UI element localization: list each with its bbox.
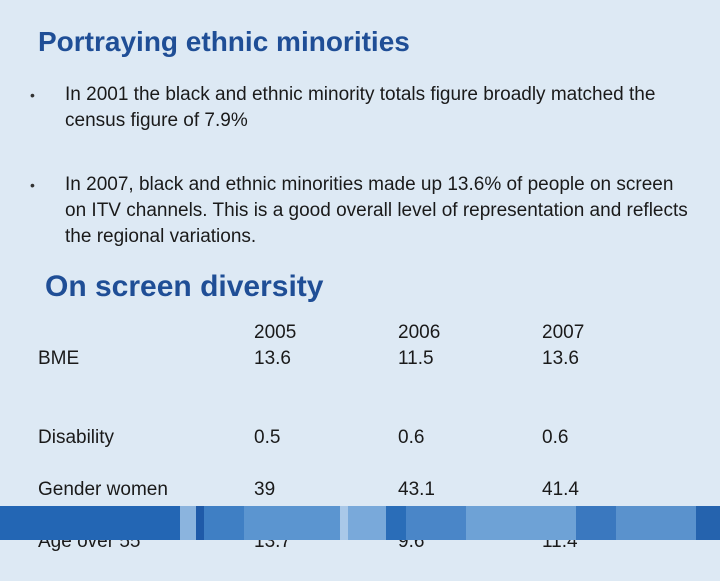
footer-stripe [0,506,180,540]
bullet-marker: • [30,177,35,193]
column-2006-top: 2006 11.5 [398,320,440,372]
footer-stripe [576,506,616,540]
footer-stripe [244,506,340,540]
cell-value: 0.5 [254,427,281,448]
bullet-marker: • [30,87,35,103]
row-labels-group: Disability Gender women Age over 55 [38,399,168,581]
row-label-bme: BME [38,346,79,372]
footer-stripe [696,506,720,540]
column-2007-group: 0.6 41.4 11.4 [542,399,579,581]
footer-stripe [616,506,696,540]
header-year: 2006 [398,322,441,343]
slide: Portraying ethnic minorities • In 2001 t… [0,26,720,552]
column-2005-top: 2005 13.6 [254,320,296,372]
bullet-text: In 2007, black and ethnic minorities mad… [65,174,688,247]
cell-value: 11.5 [398,348,434,369]
footer-stripe [386,506,406,540]
bullet-item: • In 2001 the black and ethnic minority … [30,82,690,134]
column-2007-top: 2007 13.6 [542,320,584,372]
section-subtitle: On screen diversity [45,270,324,303]
label-line: Gender women [38,479,168,500]
cell-value: 13.6 [254,348,291,369]
header-year: 2007 [542,322,585,343]
footer-stripe [466,506,576,540]
footer-stripe [406,506,466,540]
bullet-list: • In 2001 the black and ethnic minority … [30,82,690,250]
footer-stripe [180,506,196,540]
bullet-text: In 2001 the black and ethnic minority to… [65,84,656,131]
column-2005-group: 0.5 39 13.7 [254,399,291,581]
footer-bar [0,506,720,540]
cell-value: 13.6 [542,348,579,369]
cell-value: 0.6 [542,427,569,448]
footer-stripe [204,506,244,540]
bullet-item: • In 2007, black and ethnic minorities m… [30,172,690,250]
label-line: BME [38,348,80,369]
label-line: Disability [38,427,115,448]
cell-value: 39 [254,479,276,500]
footer-stripe [348,506,386,540]
header-year: 2005 [254,322,297,343]
slide-title: Portraying ethnic minorities [38,26,410,57]
cell-value: 43.1 [398,479,435,500]
footer-stripe [196,506,204,540]
footer-stripe [340,506,348,540]
cell-value: 41.4 [542,479,579,500]
cell-value: 0.6 [398,427,425,448]
column-2006-group: 0.6 43.1 9.6 [398,399,435,581]
